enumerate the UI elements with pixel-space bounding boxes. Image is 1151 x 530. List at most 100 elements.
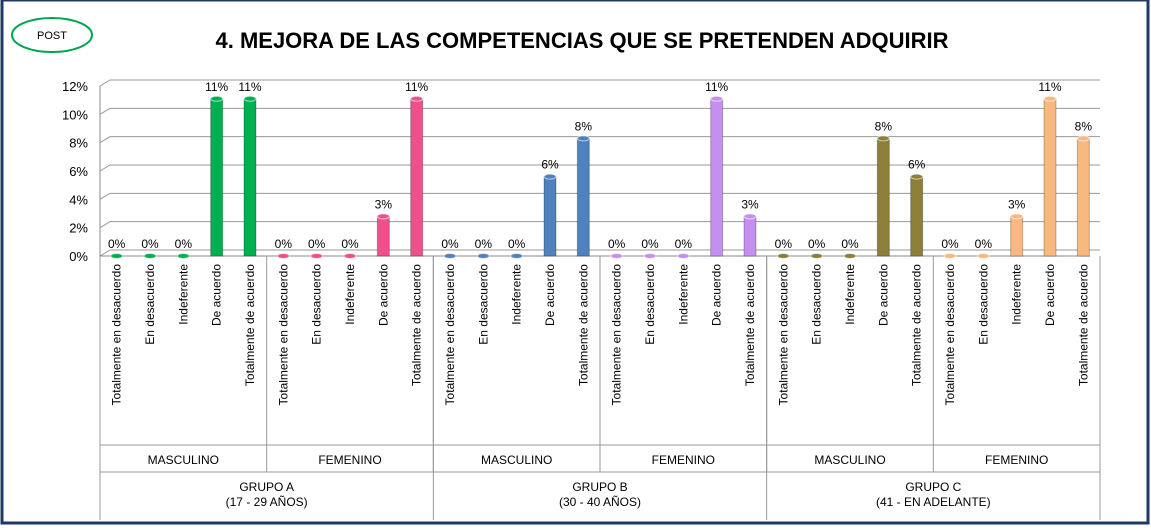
bar-group: [1076, 135, 1090, 257]
value-label: 11%: [405, 80, 428, 94]
series-label: FEMENINO: [318, 453, 381, 467]
bar-top: [576, 135, 590, 142]
bar-top: [610, 253, 624, 259]
grid-line: [99, 221, 1100, 229]
category-label: En desacuerdo: [976, 264, 990, 345]
value-label: 0%: [108, 237, 126, 251]
value-label: 8%: [575, 119, 593, 133]
value-label: 0%: [275, 237, 293, 251]
category-label: Totalmente de acuerdo: [1076, 264, 1090, 386]
bar-top: [543, 173, 557, 180]
bar-group: [543, 173, 557, 257]
value-label: 0%: [175, 237, 193, 251]
value-label: 0%: [775, 237, 793, 251]
bar-group: [943, 253, 957, 259]
chart-title: 4. MEJORA DE LAS COMPETENCIAS QUE SE PRE…: [215, 28, 948, 53]
group-subtitle: (30 - 40 AÑOS): [559, 495, 641, 509]
bar-top: [910, 173, 924, 180]
category-label: Totalmente de acuerdo: [743, 264, 757, 386]
bar-top: [476, 253, 490, 259]
bar: [243, 98, 257, 257]
value-label: 0%: [841, 237, 859, 251]
badge-oval: [11, 17, 93, 53]
category-label: En desacuerdo: [143, 264, 157, 345]
bar-top: [343, 253, 357, 259]
bar-group: [476, 253, 490, 259]
bar-top: [210, 95, 224, 102]
bar-top: [876, 135, 890, 142]
bar-group: [276, 253, 290, 259]
bar: [1010, 215, 1024, 257]
grid-line: [99, 249, 1100, 257]
bar-group: [1010, 213, 1024, 257]
category-label: Indeferente: [1010, 264, 1024, 325]
value-label: 6%: [541, 158, 559, 172]
category-label: Totalmente en desacuerdo: [943, 264, 957, 406]
bar: [376, 215, 390, 257]
y-tick-label: 8%: [69, 136, 88, 151]
category-label: En desacuerdo: [310, 264, 324, 345]
category-label: Totalmente de acuerdo: [576, 264, 590, 386]
category-label: Totalmente en desacuerdo: [776, 264, 790, 406]
group-label: GRUPO B: [572, 480, 627, 494]
category-label: Totalmente de acuerdo: [410, 264, 424, 386]
y-tick-label: 4%: [69, 192, 88, 207]
bar-top: [810, 253, 824, 259]
y-tick-label: 2%: [69, 221, 88, 236]
bar-group: [176, 253, 190, 259]
category-label: Indeferente: [343, 264, 357, 325]
value-label: 0%: [475, 237, 493, 251]
bar-top: [1010, 213, 1024, 220]
bar-top: [243, 95, 257, 102]
bar-group: [910, 173, 924, 257]
value-label: 11%: [705, 80, 728, 94]
bar: [543, 176, 557, 257]
bar: [1076, 137, 1090, 257]
category-label: En desacuerdo: [476, 264, 490, 345]
bar: [710, 98, 724, 257]
bar: [210, 98, 224, 257]
category-label: En desacuerdo: [643, 264, 657, 345]
value-label: 8%: [875, 119, 893, 133]
bar-group: [410, 95, 424, 257]
category-label: Indeferente: [676, 264, 690, 325]
value-label: 0%: [341, 237, 359, 251]
bar: [910, 176, 924, 257]
category-label: Totalmente de acuerdo: [243, 264, 257, 386]
bar-top: [443, 253, 457, 259]
bar-top: [1043, 95, 1057, 102]
grid-line: [99, 136, 1100, 144]
y-tick-label: 0%: [69, 249, 88, 264]
bar-group: [210, 95, 224, 257]
category-label: Totalmente en desacuerdo: [610, 264, 624, 406]
badge: POST: [37, 30, 67, 42]
bar-top: [743, 213, 757, 220]
value-label: 3%: [375, 197, 393, 211]
category-label: Totalmente en desacuerdo: [443, 264, 457, 406]
bar-top: [710, 95, 724, 102]
bar-group: [610, 253, 624, 259]
bar-top: [643, 253, 657, 259]
bar-top: [376, 213, 390, 220]
bar-top: [843, 253, 857, 259]
category-label: De acuerdo: [1043, 264, 1057, 326]
bar-group: [743, 213, 757, 257]
bar-top: [943, 253, 957, 259]
bar-group: [143, 253, 157, 259]
value-label: 0%: [675, 237, 693, 251]
bar-group: [710, 95, 724, 257]
bar-group: [876, 135, 890, 257]
value-label: 0%: [808, 237, 826, 251]
value-label: 0%: [641, 237, 659, 251]
bar-group: [1043, 95, 1057, 257]
group-label: GRUPO C: [905, 480, 961, 494]
bar-top: [976, 253, 990, 259]
bar-group: [976, 253, 990, 259]
grid-line: [99, 79, 1100, 87]
bar-group: [676, 253, 690, 259]
bar-top: [176, 253, 190, 259]
y-tick-label: 12%: [62, 79, 88, 94]
category-label: Totalmente en desacuerdo: [276, 264, 290, 406]
